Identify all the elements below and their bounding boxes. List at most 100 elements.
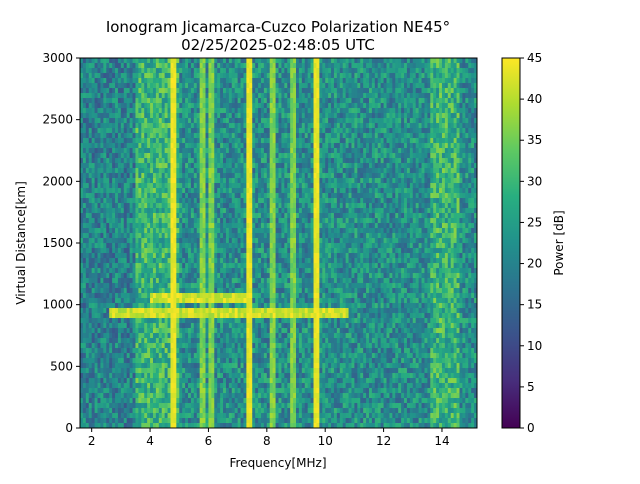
- heatmap-cell: [161, 373, 166, 379]
- heatmap-cell: [103, 208, 107, 214]
- heatmap-cell: [269, 143, 274, 149]
- heatmap-cell: [258, 278, 262, 284]
- heatmap-cell: [269, 68, 274, 74]
- heatmap-cell: [179, 303, 183, 309]
- heatmap-cell: [152, 108, 157, 114]
- heatmap-cell: [120, 123, 125, 129]
- heatmap-cell: [82, 178, 87, 184]
- heatmap-cell: [196, 233, 201, 239]
- heatmap-cell: [161, 98, 166, 104]
- heatmap-cell: [97, 273, 101, 279]
- heatmap-cell: [237, 303, 241, 309]
- heatmap-cell: [112, 353, 116, 359]
- heatmap-cell: [82, 358, 87, 364]
- heatmap-cell: [115, 288, 119, 294]
- heatmap-cell: [190, 403, 195, 409]
- heatmap-cell: [167, 148, 171, 154]
- heatmap-cell: [144, 328, 148, 334]
- heatmap-cell: [225, 398, 230, 404]
- heatmap-cell: [272, 328, 276, 334]
- heatmap-cell: [193, 348, 198, 354]
- heatmap-cell: [246, 238, 250, 244]
- heatmap-cell: [106, 323, 110, 329]
- heatmap-cell: [167, 403, 171, 409]
- heatmap-cell: [260, 128, 265, 134]
- heatmap-cell: [141, 373, 145, 379]
- heatmap-cell: [272, 188, 276, 194]
- heatmap-cell: [85, 93, 90, 99]
- heatmap-cell: [263, 378, 268, 384]
- heatmap-cell: [228, 398, 233, 404]
- heatmap-cell: [112, 128, 116, 134]
- heatmap-cell: [223, 368, 227, 374]
- heatmap-cell: [106, 248, 110, 254]
- heatmap-cell: [263, 188, 268, 194]
- heatmap-cell: [258, 123, 262, 129]
- heatmap-cell: [135, 168, 139, 174]
- heatmap-cell: [260, 68, 265, 74]
- heatmap-cell: [88, 168, 93, 174]
- heatmap-cell: [176, 298, 180, 304]
- heatmap-cell: [167, 273, 171, 279]
- heatmap-cell: [117, 203, 122, 209]
- heatmap-cell: [182, 198, 186, 204]
- heatmap-cell: [223, 128, 227, 134]
- heatmap-cell: [91, 393, 95, 399]
- heatmap-cell: [193, 283, 198, 289]
- heatmap-cell: [82, 328, 87, 334]
- heatmap-cell: [155, 348, 160, 354]
- heatmap-cell: [109, 173, 113, 179]
- heatmap-cell: [190, 233, 195, 239]
- heatmap-cell: [272, 203, 276, 209]
- heatmap-cell: [132, 88, 136, 94]
- heatmap-cell: [150, 198, 154, 204]
- heatmap-cell: [126, 413, 131, 419]
- heatmap-cell: [185, 263, 189, 269]
- heatmap-cell: [123, 148, 128, 154]
- heatmap-cell: [190, 63, 195, 69]
- heatmap-cell: [193, 203, 198, 209]
- heatmap-cell: [220, 243, 224, 249]
- heatmap-cell: [94, 163, 98, 169]
- heatmap-cell: [199, 78, 203, 84]
- heatmap-cell: [208, 83, 212, 89]
- heatmap-cell: [147, 408, 151, 414]
- heatmap-cell: [266, 173, 271, 179]
- heatmap-cell: [147, 378, 151, 384]
- heatmap-cell: [94, 103, 98, 109]
- heatmap-cell: [97, 83, 101, 89]
- heatmap-cell: [205, 233, 209, 239]
- heatmap-cell: [170, 78, 174, 84]
- heatmap-cell: [182, 368, 186, 374]
- heatmap-cell: [272, 393, 276, 399]
- heatmap-cell: [94, 98, 98, 104]
- heatmap-cell: [228, 118, 233, 124]
- heatmap-cell: [138, 128, 142, 134]
- heatmap-cell: [208, 173, 212, 179]
- heatmap-cell: [170, 418, 174, 424]
- heatmap-cell: [167, 153, 171, 159]
- heatmap-cell: [196, 348, 201, 354]
- heatmap-cell: [269, 138, 274, 144]
- heatmap-cell: [234, 173, 239, 179]
- heatmap-cell: [228, 208, 233, 214]
- heatmap-cell: [155, 263, 160, 269]
- heatmap-cell: [129, 223, 133, 229]
- heatmap-cell: [120, 168, 125, 174]
- heatmap-cell: [179, 123, 183, 129]
- heatmap-cell: [240, 303, 244, 309]
- heatmap-cell: [135, 408, 139, 414]
- heatmap-cell: [158, 128, 163, 134]
- heatmap-cell: [202, 283, 206, 289]
- heatmap-cell: [234, 413, 239, 419]
- heatmap-cell: [129, 63, 133, 69]
- heatmap-cell: [234, 138, 239, 144]
- heatmap-cell: [176, 158, 180, 164]
- heatmap-cell: [103, 338, 107, 344]
- heatmap-cell: [211, 273, 215, 279]
- heatmap-cell: [100, 73, 104, 79]
- heatmap-cell: [129, 283, 133, 289]
- heatmap-cell: [272, 298, 276, 304]
- heatmap-cell: [252, 288, 256, 294]
- heatmap-cell: [252, 98, 256, 104]
